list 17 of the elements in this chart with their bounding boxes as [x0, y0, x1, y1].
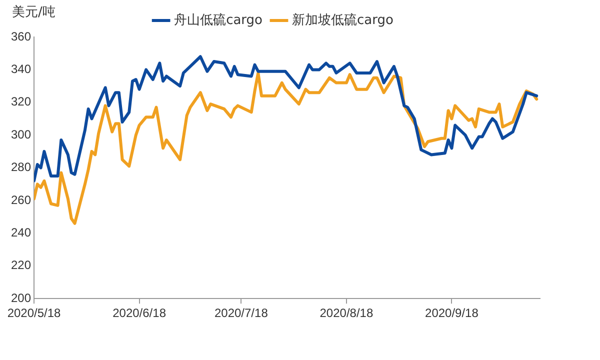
y-tick-label: 240 [10, 226, 32, 240]
y-tick-label: 300 [10, 127, 32, 142]
y-tick-label: 220 [10, 258, 32, 272]
y-tick-label: 360 [10, 29, 32, 44]
x-tick-label: 2020/9/18 [425, 306, 479, 320]
legend-label: 新加坡低硫cargo [292, 12, 394, 28]
y-tick-label: 200 [10, 290, 32, 305]
y-tick-label: 340 [10, 62, 32, 76]
legend-label: 舟山低硫cargo [174, 12, 263, 28]
x-tick-label: 2020/6/18 [112, 306, 166, 320]
y-axis-title: 美元/吨 [12, 4, 56, 20]
y-tick-label: 280 [10, 160, 32, 174]
x-tick-label: 2020/7/18 [214, 306, 268, 320]
y-tick-label: 260 [10, 192, 32, 207]
y-tick-label: 320 [10, 94, 32, 109]
x-tick-label: 2020/5/18 [7, 306, 62, 320]
x-tick-label: 2020/8/18 [320, 306, 374, 320]
